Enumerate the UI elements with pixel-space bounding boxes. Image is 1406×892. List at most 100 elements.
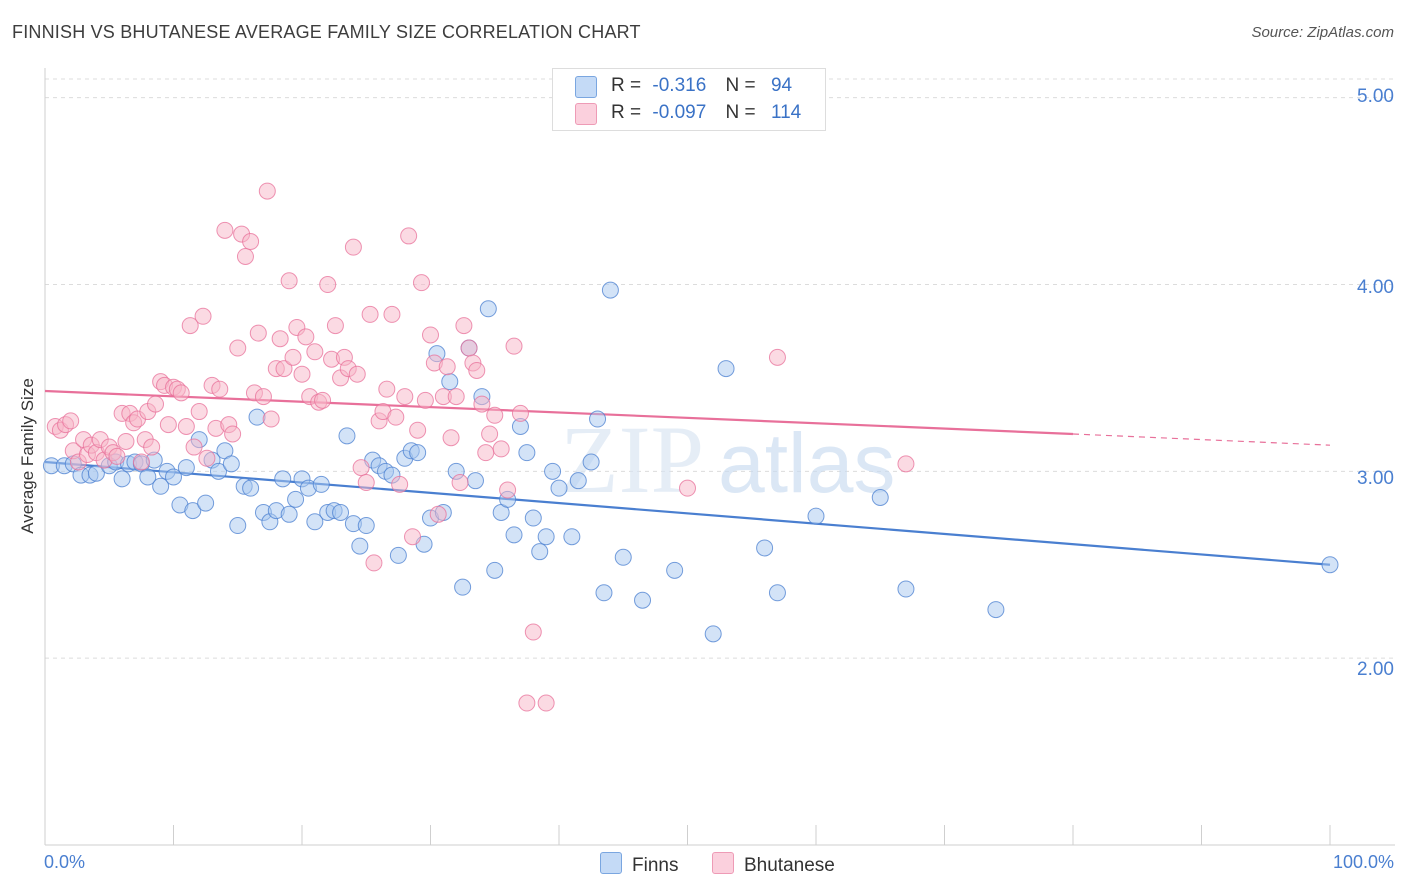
data-point: [505, 337, 523, 355]
legend-label-finns: Finns: [632, 855, 679, 876]
data-point: [717, 360, 735, 378]
data-point: [589, 410, 607, 428]
data-point: [181, 317, 199, 335]
data-point: [365, 554, 383, 572]
data-point: [211, 380, 229, 398]
data-point: [477, 444, 495, 462]
data-point: [62, 412, 80, 430]
data-point: [429, 505, 447, 523]
data-point: [455, 317, 473, 335]
data-point: [383, 305, 401, 323]
chart-title: FINNISH VS BHUTANESE AVERAGE FAMILY SIZE…: [12, 22, 641, 42]
data-point: [441, 373, 459, 391]
data-point: [242, 233, 260, 251]
data-point: [396, 388, 414, 406]
data-point: [387, 408, 405, 426]
data-point: [416, 391, 434, 409]
y-tick-label-3: 3.00: [1357, 468, 1394, 489]
r-value: -0.097: [652, 102, 707, 123]
watermark-atlas: atlas: [718, 416, 895, 510]
y-tick-label-5: 5.00: [1357, 86, 1394, 107]
data-point: [280, 505, 298, 523]
bhutanese-legend-icon: [712, 852, 734, 874]
data-point: [357, 474, 375, 492]
finns-legend-icon: [600, 852, 622, 874]
legend-label-bhutanese: Bhutanese: [744, 855, 835, 876]
x-tick-label-min: 0.0%: [44, 852, 86, 872]
data-point: [409, 444, 427, 462]
data-point: [185, 438, 203, 456]
data-point: [524, 623, 542, 641]
r-label: R =: [611, 102, 642, 123]
bhutanese-swatch-icon: [575, 103, 597, 125]
data-point: [344, 238, 362, 256]
data-point: [897, 455, 915, 473]
data-point: [666, 561, 684, 579]
data-point: [152, 477, 170, 495]
data-point: [987, 601, 1005, 619]
data-point: [319, 276, 337, 294]
data-point: [274, 470, 292, 488]
data-point: [249, 324, 267, 342]
data-point: [454, 578, 472, 596]
data-point: [614, 548, 632, 566]
data-point: [400, 227, 418, 245]
data-point: [236, 247, 254, 265]
data-point: [254, 388, 272, 406]
data-point: [242, 479, 260, 497]
data-point: [422, 326, 439, 344]
data-point: [807, 507, 825, 525]
data-point: [601, 281, 619, 299]
data-point: [481, 425, 499, 443]
n-label: N =: [725, 75, 756, 96]
data-point: [262, 410, 280, 428]
data-point: [871, 488, 889, 506]
data-point: [499, 481, 517, 499]
data-point: [466, 472, 484, 490]
data-point: [306, 513, 324, 531]
data-point: [258, 182, 276, 200]
data-point: [460, 339, 478, 357]
data-point: [177, 459, 195, 477]
data-point: [486, 406, 504, 424]
n-value: 114: [770, 102, 802, 123]
data-point: [569, 472, 587, 490]
legend-item-bhutanese[interactable]: Bhutanese: [712, 852, 835, 877]
data-point: [87, 464, 105, 482]
data-point: [338, 427, 356, 445]
data-point: [197, 494, 215, 512]
data-point: [190, 403, 208, 421]
watermark: ZIP: [560, 406, 704, 513]
data-point: [404, 528, 422, 546]
data-point: [451, 474, 469, 492]
data-point: [352, 459, 370, 477]
data-point: [284, 348, 302, 366]
r-label: R =: [611, 75, 642, 96]
data-point: [518, 444, 536, 462]
data-point: [704, 625, 722, 643]
legend-item-finns[interactable]: Finns: [600, 852, 678, 877]
data-point: [314, 391, 332, 409]
data-point: [143, 438, 161, 456]
data-point: [271, 330, 289, 348]
data-point: [537, 528, 555, 546]
r-value: -0.316: [652, 75, 707, 96]
data-point: [312, 475, 330, 493]
data-point: [229, 339, 247, 357]
data-point: [293, 365, 311, 383]
data-point: [378, 380, 396, 398]
data-point: [563, 528, 581, 546]
data-point: [165, 468, 182, 486]
y-tick-label-4: 4.00: [1357, 277, 1394, 298]
data-point: [351, 537, 369, 555]
data-point: [634, 591, 652, 609]
data-point: [332, 503, 350, 521]
data-point: [897, 580, 915, 598]
data-point: [357, 517, 375, 535]
data-point: [222, 455, 240, 473]
data-point: [768, 584, 786, 602]
data-point: [184, 502, 202, 520]
data-point: [306, 343, 324, 361]
correlation-legend: R = -0.316 N = 94 R = -0.097 N = 114: [552, 68, 826, 131]
